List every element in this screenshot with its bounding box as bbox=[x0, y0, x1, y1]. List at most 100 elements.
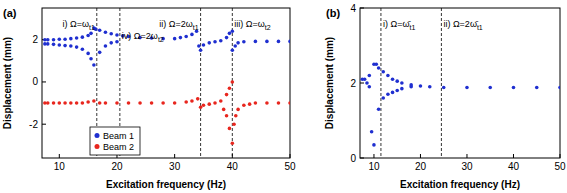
x-tick-label: 50 bbox=[284, 161, 296, 172]
point bbox=[213, 101, 217, 105]
point bbox=[236, 108, 240, 112]
point bbox=[104, 44, 108, 48]
y-tick-label: 0 bbox=[32, 76, 38, 87]
annotation-line bbox=[380, 8, 381, 158]
point bbox=[81, 101, 85, 105]
point bbox=[63, 37, 67, 41]
point bbox=[288, 101, 290, 105]
point bbox=[69, 44, 73, 48]
y-axis-label: Displacement (mm) bbox=[324, 37, 335, 129]
point bbox=[109, 32, 113, 36]
point bbox=[179, 36, 183, 40]
point bbox=[46, 42, 50, 46]
point bbox=[363, 77, 367, 81]
point bbox=[381, 70, 385, 74]
point bbox=[69, 37, 73, 41]
point bbox=[202, 43, 206, 47]
panel: (a)1020304050-202Excitation frequency (H… bbox=[2, 7, 296, 190]
x-tick bbox=[373, 154, 374, 158]
point bbox=[381, 96, 385, 100]
annotation-sub: t2 bbox=[158, 36, 164, 43]
point bbox=[535, 86, 539, 90]
point bbox=[46, 38, 50, 42]
point bbox=[199, 105, 203, 109]
point bbox=[199, 48, 203, 52]
point bbox=[213, 40, 217, 44]
y-tick-label: 2 bbox=[350, 78, 356, 89]
point bbox=[161, 101, 165, 105]
point bbox=[63, 101, 67, 105]
point bbox=[419, 84, 423, 88]
annotation-text: iv) Ω=2ω bbox=[122, 31, 158, 41]
point bbox=[225, 36, 229, 40]
point bbox=[465, 86, 469, 90]
x-tick bbox=[174, 154, 175, 158]
point bbox=[75, 36, 79, 40]
point bbox=[365, 81, 369, 85]
point bbox=[63, 44, 67, 48]
plot-area bbox=[43, 8, 290, 158]
point bbox=[400, 87, 404, 91]
annotation: ii) Ω=2ω̄t1 bbox=[443, 19, 482, 31]
x-tick bbox=[466, 154, 467, 158]
point bbox=[442, 86, 446, 90]
point bbox=[98, 101, 102, 105]
x-tick bbox=[59, 154, 60, 158]
point bbox=[46, 101, 50, 105]
point bbox=[75, 45, 79, 49]
point bbox=[184, 35, 188, 39]
x-tick-label: 40 bbox=[227, 161, 239, 172]
point bbox=[372, 143, 376, 147]
annotation-text: ii) Ω=2ω̄ bbox=[443, 19, 479, 29]
point bbox=[236, 41, 240, 45]
point bbox=[242, 103, 246, 107]
point bbox=[138, 101, 142, 105]
plot-area bbox=[361, 8, 560, 158]
point bbox=[386, 92, 390, 96]
point bbox=[228, 86, 232, 90]
x-tick-label: 10 bbox=[368, 161, 380, 172]
annotation-sub: t1 bbox=[477, 24, 483, 31]
x-tick bbox=[420, 154, 421, 158]
annotation-text: i) Ω=ω̄ bbox=[383, 19, 412, 29]
legend-marker bbox=[95, 133, 100, 138]
panel: (b)1020304050024Excitation frequency (Hz… bbox=[324, 3, 566, 191]
point bbox=[231, 80, 235, 84]
y-tick-label: 0 bbox=[350, 153, 356, 164]
point bbox=[109, 41, 113, 45]
point bbox=[219, 39, 223, 43]
annotation: i) Ω=ω̄t1 bbox=[383, 19, 415, 31]
point bbox=[219, 99, 223, 103]
x-tick bbox=[290, 154, 291, 158]
annotation: ii) Ω=2ωt1 bbox=[159, 19, 198, 31]
y-tick-label: 4 bbox=[350, 3, 356, 14]
point bbox=[207, 41, 211, 45]
point bbox=[265, 101, 269, 105]
point bbox=[265, 40, 269, 44]
y-tick-label: -2 bbox=[29, 119, 38, 130]
annotation: iv) Ω=2ωt2 bbox=[122, 31, 164, 43]
point bbox=[184, 100, 188, 104]
point bbox=[86, 52, 90, 56]
x-axis-label: Excitation frequency (Hz) bbox=[400, 179, 520, 190]
point bbox=[98, 28, 102, 32]
annotation-line bbox=[441, 8, 442, 158]
point bbox=[254, 101, 258, 105]
point bbox=[228, 32, 232, 36]
point bbox=[409, 83, 413, 87]
point bbox=[81, 35, 85, 39]
point bbox=[197, 44, 201, 48]
point bbox=[225, 114, 229, 118]
point bbox=[150, 101, 154, 105]
point bbox=[242, 40, 246, 44]
x-axis-label: Excitation frequency (Hz) bbox=[106, 179, 226, 190]
annotation: iii) Ω=ωt2 bbox=[234, 19, 270, 31]
annotation-sub: t2 bbox=[265, 24, 271, 31]
point bbox=[69, 101, 73, 105]
x-tick-label: 20 bbox=[415, 161, 427, 172]
point bbox=[98, 51, 102, 55]
point bbox=[512, 86, 516, 90]
y-tick bbox=[42, 124, 46, 125]
annotation-text: i) Ω=ω bbox=[62, 19, 89, 29]
point bbox=[92, 99, 96, 103]
